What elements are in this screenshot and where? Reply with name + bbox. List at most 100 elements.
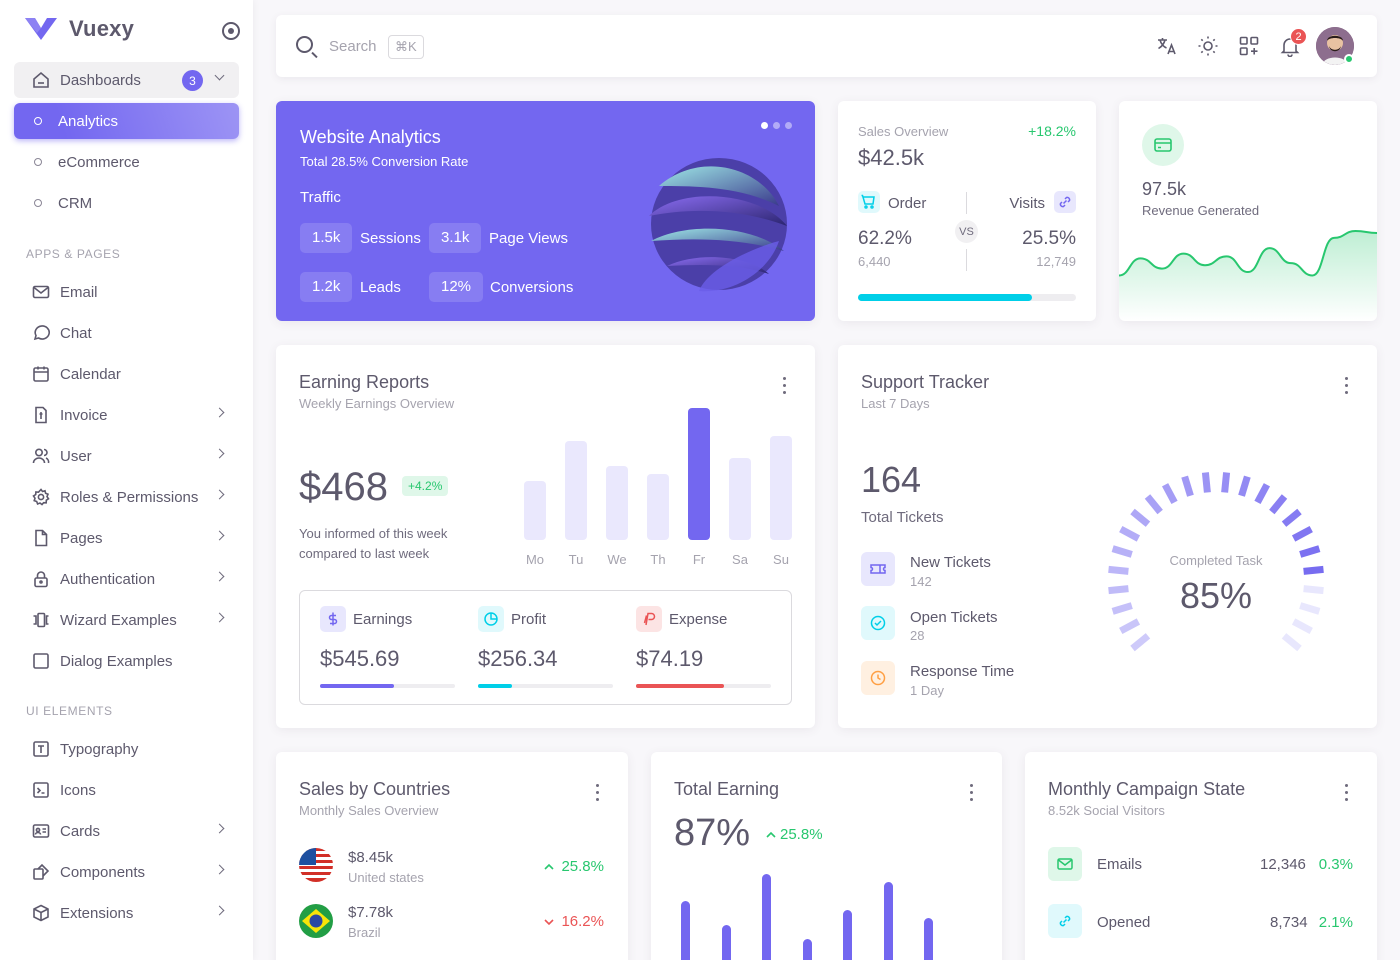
sidebar-item-calendar[interactable]: Calendar [14,356,239,392]
sidebar-item-cards[interactable]: Cards [14,813,239,849]
gauge-segment [1108,565,1129,575]
sidebar-item-label: Pages [60,529,103,547]
profit-label: Profit [511,611,547,628]
sidebar-item-label: Chat [60,324,92,342]
collapse-sidebar-icon[interactable] [222,22,240,40]
bar-fr[interactable] [688,408,710,540]
profit-value: $256.34 [478,646,558,671]
sidebar-item-label: Authentication [60,570,156,588]
carousel-dot[interactable] [761,122,768,129]
carousel-dot[interactable] [785,122,792,129]
gauge-segment [1119,526,1141,542]
earning-bar[interactable] [681,901,690,960]
card-title: Sales by Countries [299,779,451,799]
profit-progress [478,684,613,688]
gauge-segment [1144,494,1163,515]
change-value: 25.8% [780,826,823,843]
more-options-icon[interactable] [596,784,600,802]
earning-bar[interactable] [883,882,893,960]
earning-note-line1: You informed of this week [299,526,448,541]
sidebar-item-email[interactable]: Email [14,274,239,310]
country-change-up: 25.8% [543,858,604,875]
sidebar-item-dashboards[interactable]: Dashboards 3 [14,62,239,98]
sidebar-item-authentication[interactable]: Authentication [14,561,239,597]
gauge-segment [1119,618,1141,634]
translate-icon[interactable] [1156,35,1178,57]
avatar[interactable] [1316,27,1354,65]
mail-icon [32,283,50,301]
bar-mo[interactable] [524,481,546,540]
earning-bar[interactable] [843,910,852,960]
sidebar-item-wizard[interactable]: Wizard Examples [14,602,239,638]
chevron-down-icon [214,70,225,81]
earning-bar[interactable] [924,918,933,960]
gauge-segment [1162,483,1178,505]
search-shortcut: ⌘K [388,35,424,59]
sidebar-item-extensions[interactable]: Extensions [14,895,239,931]
dollar-icon [320,606,346,632]
sidebar-item-roles[interactable]: Roles & Permissions [14,479,239,515]
earning-change-badge: +4.2% [402,476,449,496]
earning-bar[interactable] [802,939,812,960]
search-icon[interactable] [296,36,313,53]
more-options-icon[interactable] [1345,784,1349,802]
earnings-label: Earnings [353,611,413,628]
order-percent: 62.2% [858,228,912,249]
sidebar-item-chat[interactable]: Chat [14,315,239,351]
link-icon [1054,191,1076,213]
sidebar-item-user[interactable]: User [14,438,239,474]
more-options-icon[interactable] [783,377,787,395]
bar-su[interactable] [770,436,792,540]
sidebar-item-invoice[interactable]: Invoice [14,397,239,433]
bar-th[interactable] [647,474,669,540]
apps-grid-icon[interactable] [1238,35,1260,57]
notification-badge: 2 [1290,28,1307,45]
carousel-indicators[interactable] [761,116,797,134]
search-input[interactable]: Search [329,38,377,55]
wizard-icon [32,611,50,629]
gauge-label: Completed Task [1169,553,1263,568]
earnings-value: $545.69 [320,646,400,671]
sidebar-item-label: Components [60,863,146,881]
bar-we[interactable] [606,466,628,540]
gauge-segment [1281,508,1302,527]
sales-overview-label: Sales Overview [858,124,949,139]
more-options-icon[interactable] [1345,377,1349,395]
new-tickets-label: New Tickets [910,554,991,571]
sun-icon[interactable] [1197,35,1219,57]
total-earning-card: Total Earning 87% 25.8% [651,752,1002,960]
earning-bar[interactable] [721,925,731,960]
file-icon [32,529,50,547]
earning-amount: $468 [299,465,388,509]
vs-badge: VS [955,220,978,243]
total-earning-bar-chart [681,874,981,960]
sidebar-item-label: Wizard Examples [60,611,177,629]
brand[interactable]: Vuexy [25,16,134,42]
card-subtitle: Last 7 Days [861,396,930,411]
earning-bar[interactable] [762,874,771,960]
sidebar-sub-analytics[interactable]: Analytics [14,103,239,139]
expense-label: Expense [669,611,728,628]
sidebar-item-label: Dashboards [60,71,141,89]
gauge-value: 85% [1179,575,1253,616]
sidebar-item-components[interactable]: Components [14,854,239,890]
terminal-icon [32,781,50,799]
card-subtitle: 8.52k Social Visitors [1048,803,1165,818]
sidebar-sub-crm[interactable]: CRM [14,185,239,221]
sidebar-item-typography[interactable]: Typography [14,731,239,767]
sidebar-item-dialog[interactable]: Dialog Examples [14,643,239,679]
bar-tu[interactable] [565,441,587,540]
circle-icon [34,158,42,166]
sidebar-sub-ecommerce[interactable]: eCommerce [14,144,239,180]
section-header-ui: UI ELEMENTS [26,704,113,718]
day-label: Su [773,552,789,567]
carousel-dot[interactable] [773,122,780,129]
online-status-dot [1344,54,1354,64]
total-earning-change: 25.8% [765,826,823,843]
bar-sa[interactable] [729,458,751,540]
circle-icon [34,117,42,125]
sidebar-item-icons[interactable]: Icons [14,772,239,808]
sidebar-item-pages[interactable]: Pages [14,520,239,556]
more-options-icon[interactable] [970,784,974,802]
sessions-value: 1.5k [300,223,353,253]
